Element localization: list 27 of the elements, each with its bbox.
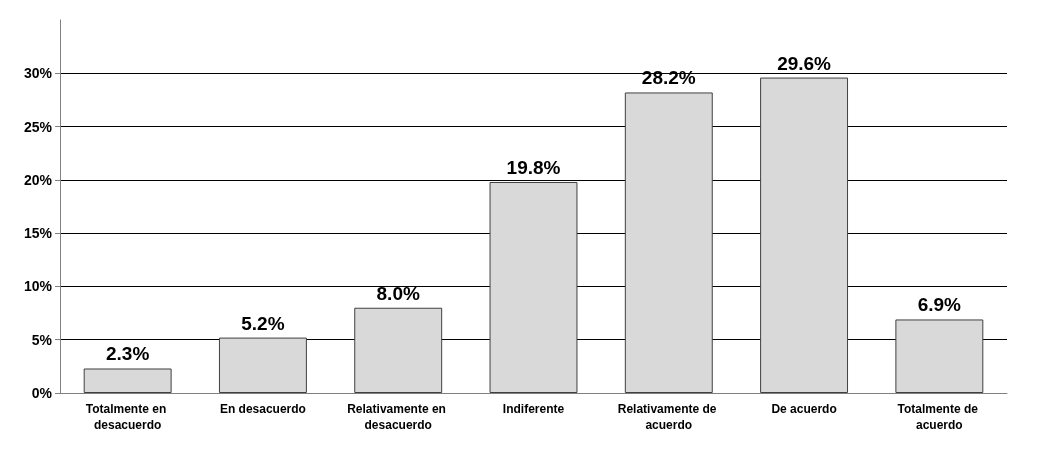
x-tick-label: Indiferente bbox=[502, 402, 565, 416]
x-tick-label: Totalmente en desacuerdo bbox=[85, 402, 170, 432]
data-label: 5.2% bbox=[241, 312, 285, 334]
bar bbox=[760, 77, 849, 393]
bar bbox=[624, 92, 713, 393]
bar bbox=[489, 181, 578, 393]
x-tick-label: Totalmente de acuerdo bbox=[897, 402, 982, 432]
data-label: 2.3% bbox=[105, 343, 150, 365]
x-tick-label: Relativamente en desacuerdo bbox=[347, 402, 450, 432]
y-tick-label: 20% bbox=[23, 171, 53, 188]
bar bbox=[895, 319, 984, 393]
bar bbox=[218, 337, 307, 393]
y-tick-label: 10% bbox=[23, 278, 53, 295]
x-tick-label: Relativamente de acuerdo bbox=[617, 402, 720, 432]
bar bbox=[354, 307, 443, 393]
x-tick-label: En desacuerdo bbox=[219, 402, 306, 416]
data-label: 6.9% bbox=[917, 294, 962, 316]
data-label: 19.8% bbox=[506, 156, 561, 178]
y-tick-label: 25% bbox=[23, 118, 53, 135]
y-tick-label: 5% bbox=[31, 331, 53, 348]
data-label: 8.0% bbox=[376, 282, 420, 304]
y-tick-label: 15% bbox=[23, 225, 53, 242]
data-label: 29.6% bbox=[777, 52, 832, 74]
x-tick-label: De acuerdo bbox=[771, 402, 837, 416]
bar bbox=[83, 368, 172, 393]
y-tick-label: 0% bbox=[31, 385, 53, 401]
y-tick-label: 30% bbox=[23, 65, 53, 82]
